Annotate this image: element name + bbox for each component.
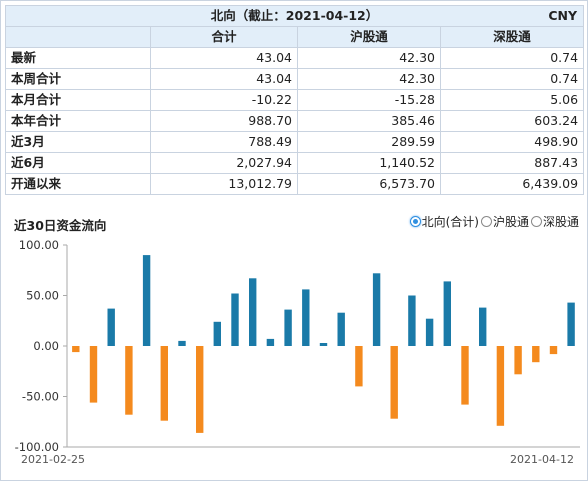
table-row: 近6月 2,027.94 1,140.52 887.43 xyxy=(5,152,585,174)
cell-total: 988.70 xyxy=(150,110,298,132)
bar xyxy=(196,346,204,433)
cell-total: 2,027.94 xyxy=(150,152,298,174)
row-label: 近6月 xyxy=(5,152,151,174)
cell-total: 13,012.79 xyxy=(150,173,298,195)
column-header-shenzhen: 深股通 xyxy=(439,26,585,48)
y-tick-label: 0.00 xyxy=(33,339,59,353)
x-tick-label-end: 2021-04-12 xyxy=(510,453,574,466)
x-tick-label-start: 2021-02-25 xyxy=(21,453,85,466)
radio-unselected-icon xyxy=(530,216,542,227)
bar xyxy=(107,308,115,346)
bar xyxy=(425,318,434,346)
cell-shanghai: -15.28 xyxy=(297,89,441,111)
table-row: 最新 43.04 42.30 0.74 xyxy=(5,47,585,69)
table-row: 本年合计 988.70 385.46 603.24 xyxy=(5,110,585,132)
table-row: 近3月 788.49 289.59 498.90 xyxy=(5,131,585,153)
bar xyxy=(213,321,221,346)
bar xyxy=(231,293,239,346)
cell-shanghai: 42.30 xyxy=(297,68,441,90)
radio-selected-icon xyxy=(409,216,421,227)
cell-shenzhen: 6,439.09 xyxy=(439,173,585,195)
bar xyxy=(142,255,151,346)
bar xyxy=(514,346,522,375)
bar xyxy=(72,346,80,353)
y-tick-label: -50.00 xyxy=(22,390,59,404)
radio-northbound-total[interactable]: 北向(合计) xyxy=(409,213,479,230)
cell-total: 788.49 xyxy=(150,131,298,153)
bar xyxy=(249,278,257,346)
cell-shenzhen: 5.06 xyxy=(439,89,585,111)
radio-label: 沪股通 xyxy=(492,215,529,229)
currency-label: CNY xyxy=(548,8,578,23)
bar xyxy=(284,309,292,346)
radio-shanghai-connect[interactable]: 沪股通 xyxy=(480,213,529,230)
cell-total: -10.22 xyxy=(150,89,298,111)
row-label: 本周合计 xyxy=(5,68,151,90)
column-header-shanghai: 沪股通 xyxy=(297,26,441,48)
bar xyxy=(390,346,398,419)
cell-shenzhen: 0.74 xyxy=(439,68,585,90)
bar xyxy=(549,346,558,355)
bar xyxy=(461,346,469,405)
bar xyxy=(160,346,168,421)
table-row: 开通以来 13,012.79 6,573.70 6,439.09 xyxy=(5,173,585,195)
cell-shanghai: 1,140.52 xyxy=(297,152,441,174)
row-label: 开通以来 xyxy=(5,173,151,195)
row-label: 本年合计 xyxy=(5,110,151,132)
bar xyxy=(372,273,381,346)
cell-shenzhen: 498.90 xyxy=(439,131,585,153)
radio-label: 北向(合计) xyxy=(421,215,479,229)
column-header-total: 合计 xyxy=(150,26,298,48)
row-label: 最新 xyxy=(5,47,151,69)
table-header: 北向（截止：2021-04-12） CNY xyxy=(4,5,585,27)
bar xyxy=(567,302,575,346)
table-row: 本月合计 -10.22 -15.28 5.06 xyxy=(5,89,585,111)
radio-unselected-icon xyxy=(480,216,492,227)
bar xyxy=(125,346,133,415)
cell-shenzhen: 603.24 xyxy=(439,110,585,132)
row-label: 本月合计 xyxy=(5,89,151,111)
cell-shanghai: 6,573.70 xyxy=(297,173,441,195)
bar xyxy=(496,346,505,426)
bar xyxy=(443,281,451,346)
bar xyxy=(408,295,416,346)
column-header-empty xyxy=(5,26,151,48)
bar xyxy=(178,340,186,346)
bar xyxy=(355,346,363,387)
series-selector: 北向(合计) 沪股通 深股通 xyxy=(408,213,579,230)
bar xyxy=(266,338,275,346)
row-label: 近3月 xyxy=(5,131,151,153)
chart-title: 近30日资金流向 xyxy=(14,218,107,233)
header-title: 北向（截止：2021-04-12） xyxy=(210,8,379,23)
flow-chart-section: 100.00 50.00 0.00 -50.00 -100.00 2021-02-25 20… xyxy=(5,207,583,477)
bar xyxy=(319,343,328,346)
cell-shanghai: 42.30 xyxy=(297,47,441,69)
cell-shenzhen: 887.43 xyxy=(439,152,585,174)
radio-shenzhen-connect[interactable]: 深股通 xyxy=(530,213,579,230)
radio-label: 深股通 xyxy=(542,215,579,229)
y-tick-label: -100.00 xyxy=(15,440,59,454)
bar xyxy=(479,307,487,346)
table-row: 本周合计 43.04 42.30 0.74 xyxy=(5,68,585,90)
cell-shanghai: 385.46 xyxy=(297,110,441,132)
y-tick-label: 50.00 xyxy=(26,289,59,303)
flow-summary-table: 北向（截止：2021-04-12） CNY 合计 沪股通 深股通 最新 43.0… xyxy=(4,5,585,195)
cell-shanghai: 289.59 xyxy=(297,131,441,153)
cell-total: 43.04 xyxy=(150,68,298,90)
bar xyxy=(302,289,310,346)
bar xyxy=(532,346,540,363)
cell-total: 43.04 xyxy=(150,47,298,69)
y-tick-label: 100.00 xyxy=(19,238,59,252)
cell-shenzhen: 0.74 xyxy=(439,47,585,69)
bar xyxy=(337,312,345,346)
bar xyxy=(89,346,98,403)
